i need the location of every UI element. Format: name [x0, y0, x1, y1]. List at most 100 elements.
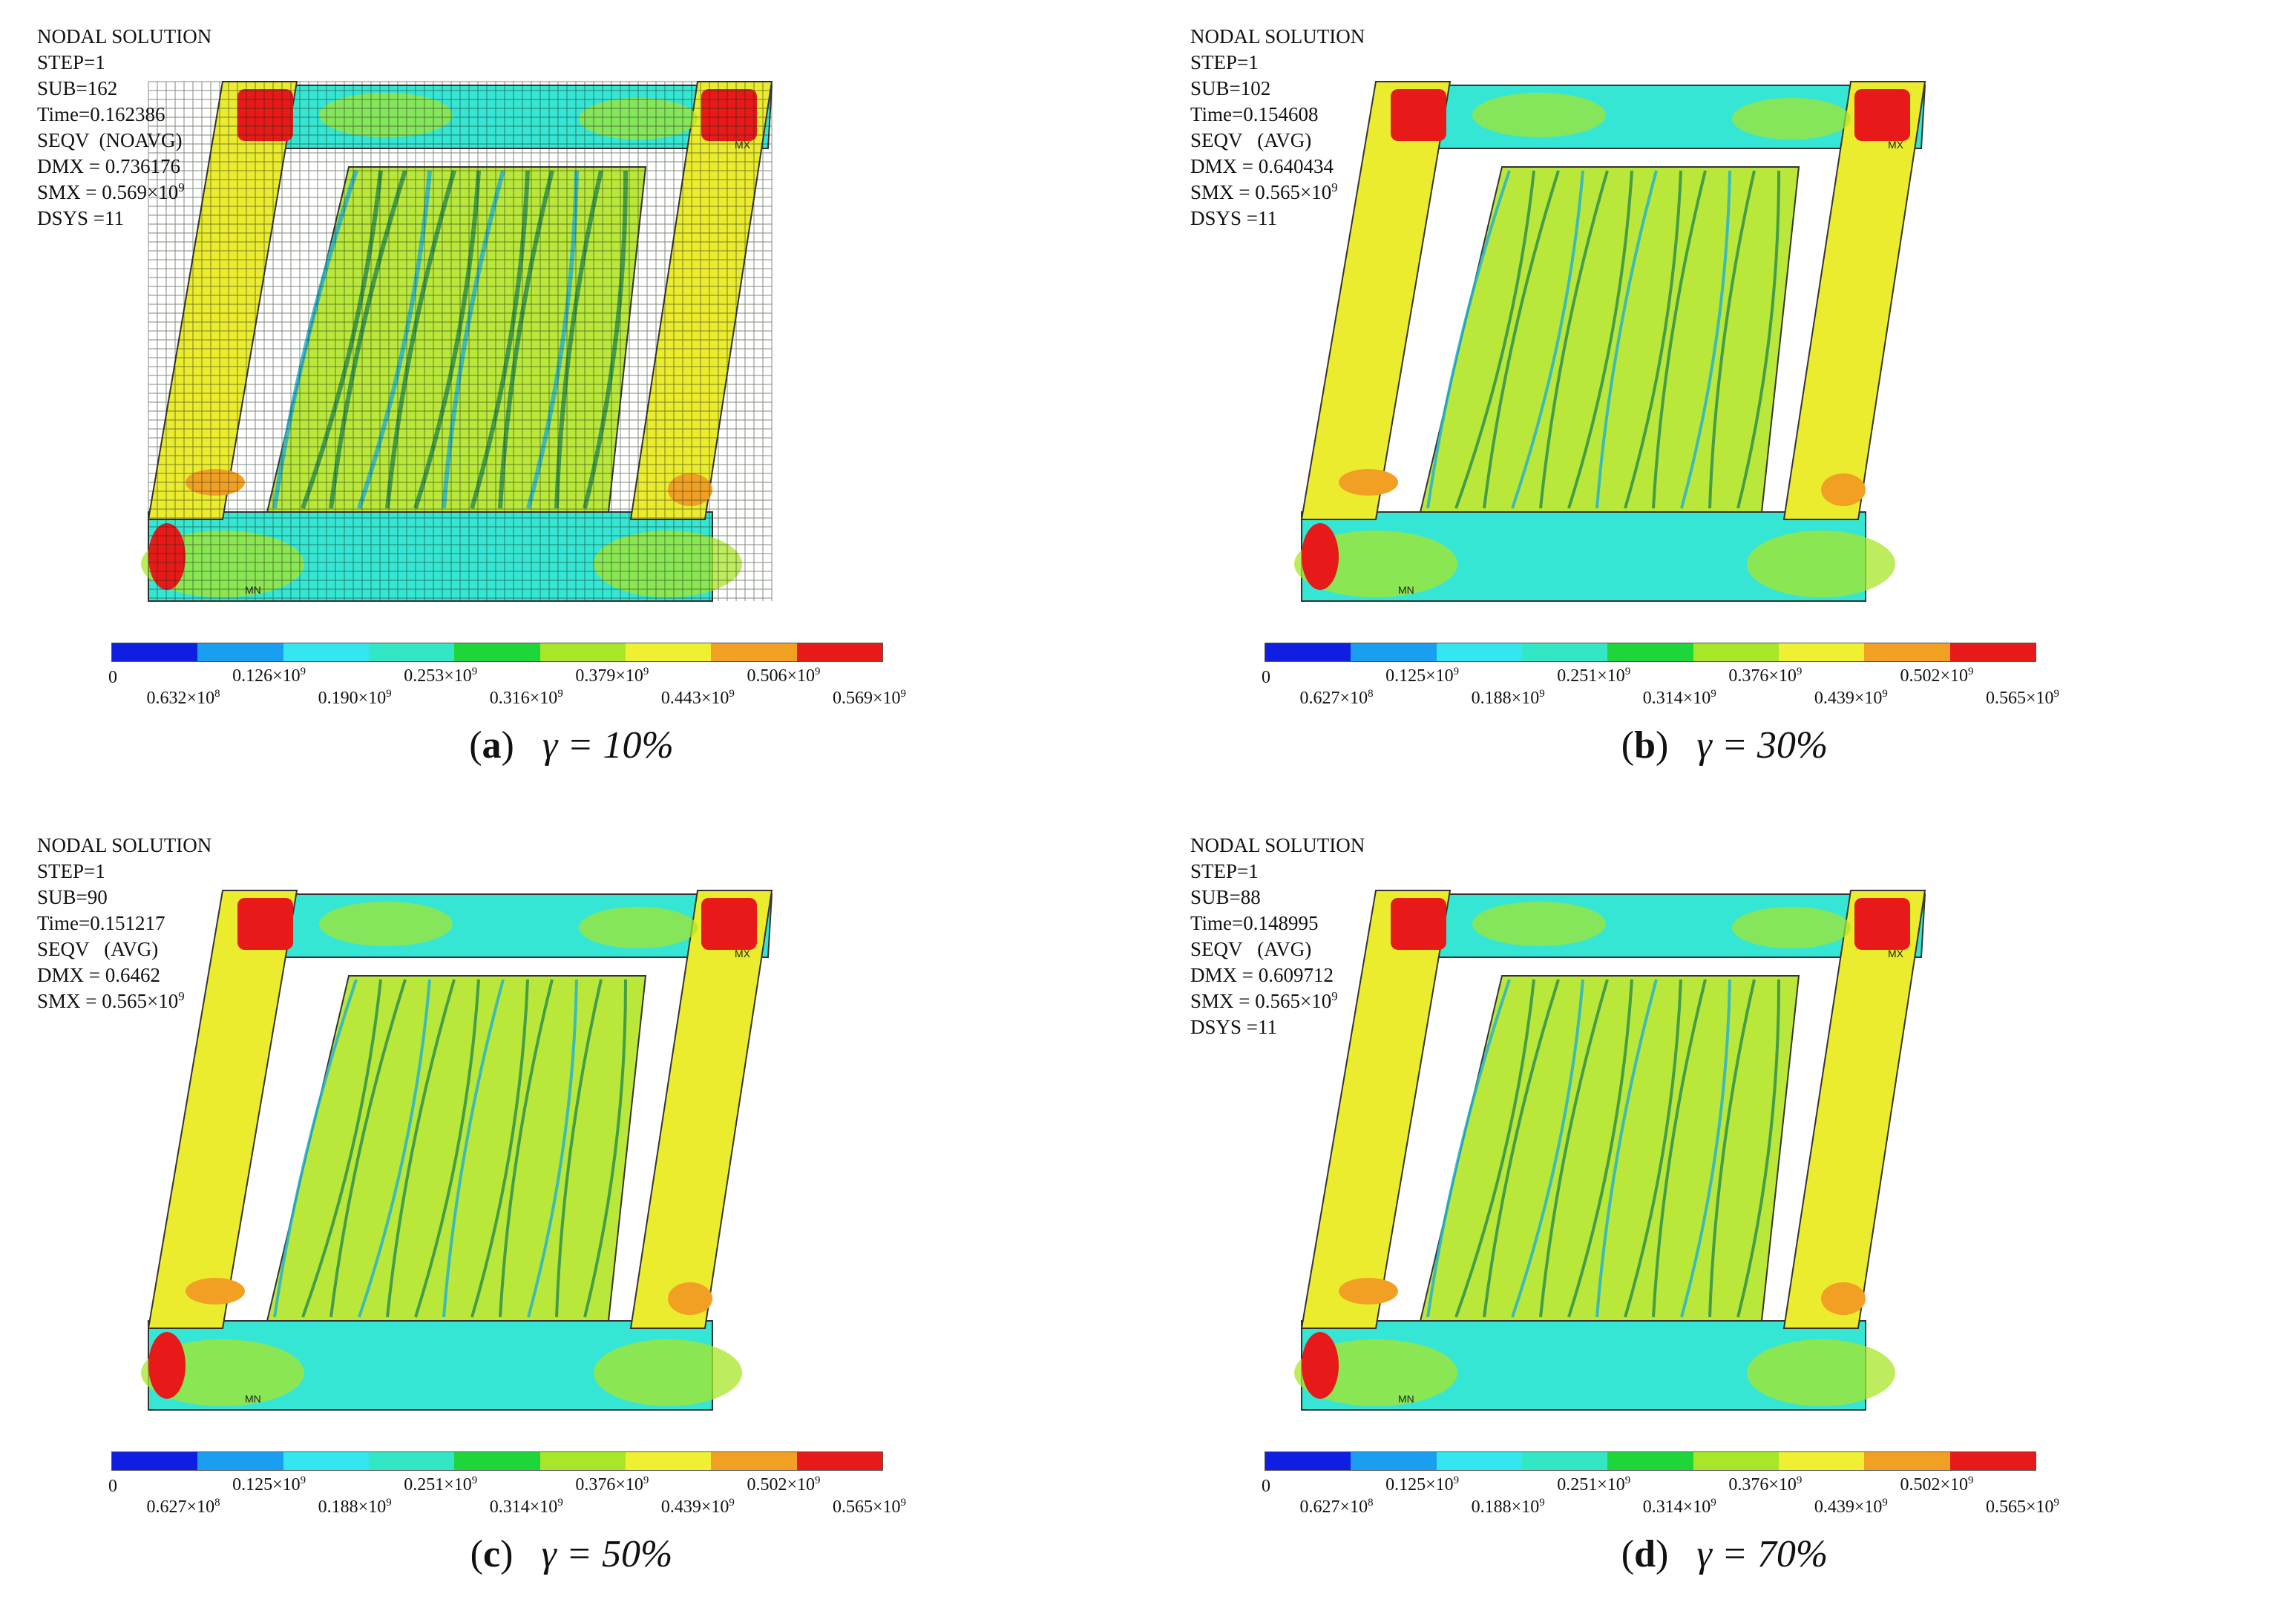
legend-swatch — [1949, 643, 2036, 661]
panel-d: MN MX NODAL SOLUTION STEP=1 SUB=88 Time=0.148… — [1153, 809, 2296, 1603]
buckle-fold — [358, 979, 431, 1318]
buckle-fold — [273, 979, 358, 1318]
corner-stress-left — [237, 89, 293, 141]
buckle-fold — [413, 170, 481, 509]
min-marker: MN — [1398, 584, 1414, 596]
corner-stress-left — [1391, 898, 1446, 950]
stress-patch — [579, 907, 698, 948]
buckle-fold — [1567, 979, 1633, 1318]
corner-stress-left — [237, 898, 293, 950]
buckle-fold — [1454, 170, 1535, 509]
legend-tick: 0.565×109 — [1986, 688, 2059, 708]
legend-swatch — [1351, 643, 1437, 661]
contour-plot: MN MX — [141, 81, 773, 602]
legend-swatch — [368, 1452, 455, 1470]
stress-patch — [1747, 1339, 1895, 1406]
buckle-fold — [1483, 979, 1560, 1318]
buckle-fold — [555, 979, 603, 1318]
legend-swatch — [1778, 643, 1865, 661]
legend-swatch — [1351, 1452, 1437, 1470]
buckle-fold — [554, 170, 603, 509]
legend-tick: 0 — [1262, 1477, 1270, 1496]
buckle-fold — [1426, 170, 1511, 509]
base-stress-right — [1821, 1282, 1866, 1315]
buckle-fold — [1567, 170, 1633, 509]
fe-mesh — [148, 81, 773, 601]
max-marker: MX — [735, 139, 751, 151]
buckle-fold — [526, 170, 579, 509]
legend-swatch — [1265, 643, 1351, 661]
legend-tick: 0.125×109 — [232, 1474, 306, 1494]
left-column — [1300, 890, 1452, 1329]
legend-tick: 0.502×109 — [1900, 666, 1974, 686]
corner-stress-right — [701, 89, 757, 141]
buckle-fold — [329, 170, 407, 509]
buckle-fold — [1680, 170, 1731, 509]
legend-swatch — [1778, 1452, 1865, 1470]
legend-tick: 0.569×109 — [833, 688, 906, 708]
info-line: SMX = 0.569×109 — [37, 180, 185, 203]
legend-swatch — [625, 643, 712, 661]
info-line: DSYS =11 — [1190, 1016, 1278, 1038]
color-legend — [111, 1451, 883, 1471]
buckle-fold — [1539, 979, 1609, 1318]
stress-patch — [594, 531, 742, 597]
color-legend — [1265, 643, 2036, 662]
info-line: DSYS =11 — [1190, 207, 1278, 229]
buckle-fold — [1652, 170, 1707, 509]
legend-swatch — [1864, 1452, 1950, 1470]
legend-tick: 0.565×109 — [833, 1497, 906, 1517]
legend-tick: 0.565×109 — [1986, 1497, 2059, 1517]
info-line: Time=0.154608 — [1190, 103, 1319, 125]
legend-tick: 0.632×108 — [146, 688, 220, 708]
legend-tick: 0 — [108, 668, 117, 687]
legend-swatch — [112, 643, 198, 661]
infill-web — [1419, 166, 1800, 513]
legend-tick: 0 — [108, 1477, 117, 1496]
info-line: SMX = 0.565×109 — [37, 989, 185, 1012]
buckle-fold — [1511, 979, 1584, 1318]
corner-stress-right — [701, 898, 757, 950]
buckle-fold — [1539, 170, 1609, 509]
legend-tick: 0.376×109 — [1728, 1474, 1803, 1494]
legend-tick: 0.502×109 — [1900, 1474, 1974, 1494]
legend-tick: 0.188×109 — [1471, 1497, 1545, 1517]
panel-caption: (d) γ = 70% — [1621, 1533, 1828, 1575]
legend-tick: 0.439×109 — [660, 1497, 735, 1517]
legend-tick: 0.627×108 — [1299, 688, 1374, 708]
base-stress-right — [668, 1282, 712, 1315]
infill-web — [266, 975, 647, 1322]
buckle-fold — [442, 170, 505, 509]
frame-model: MN MX — [141, 81, 773, 602]
right-column — [1782, 890, 1926, 1329]
stress-patch — [594, 1339, 742, 1406]
buckle-fold — [1708, 979, 1756, 1318]
buckle-fold — [498, 170, 554, 509]
panel-caption: (b) γ = 30% — [1621, 724, 1828, 767]
buckle-fold — [1652, 979, 1707, 1318]
legend-tick: 0.251×109 — [404, 1474, 478, 1494]
legend-tick: 0.439×109 — [1814, 1497, 1888, 1517]
buckle-fold — [470, 170, 530, 509]
info-line: Time=0.151217 — [37, 912, 165, 934]
info-line: DMX = 0.609712 — [1190, 964, 1334, 986]
legend-swatch — [1436, 643, 1522, 661]
buckle-fold — [583, 170, 629, 509]
contour-plot: MN MX — [141, 890, 773, 1411]
solution-info: NODAL SOLUTION STEP=1 SUB=102 Time=0.154608… — [1190, 24, 1365, 232]
legend-swatch — [454, 643, 540, 661]
buckle-fold — [1736, 979, 1781, 1318]
legend-tick: 0.314×109 — [1642, 1497, 1716, 1517]
base-stress-right — [668, 473, 712, 506]
info-line: NODAL SOLUTION — [1190, 834, 1365, 856]
legend-tick: 0.379×109 — [575, 666, 649, 686]
frame-model: MN MX — [1294, 81, 1926, 602]
buckle-fold — [386, 979, 456, 1318]
stress-patch — [1747, 531, 1895, 597]
infill-web — [1419, 975, 1800, 1322]
frame-model: MN MX — [141, 890, 773, 1411]
caption-gamma: γ = 50% — [541, 1533, 673, 1575]
legend-tick: 0.314×109 — [489, 1497, 563, 1517]
solution-info: NODAL SOLUTION STEP=1 SUB=90 Time=0.151217 S… — [37, 833, 211, 1014]
legend-tick: 0.316×109 — [489, 688, 563, 708]
